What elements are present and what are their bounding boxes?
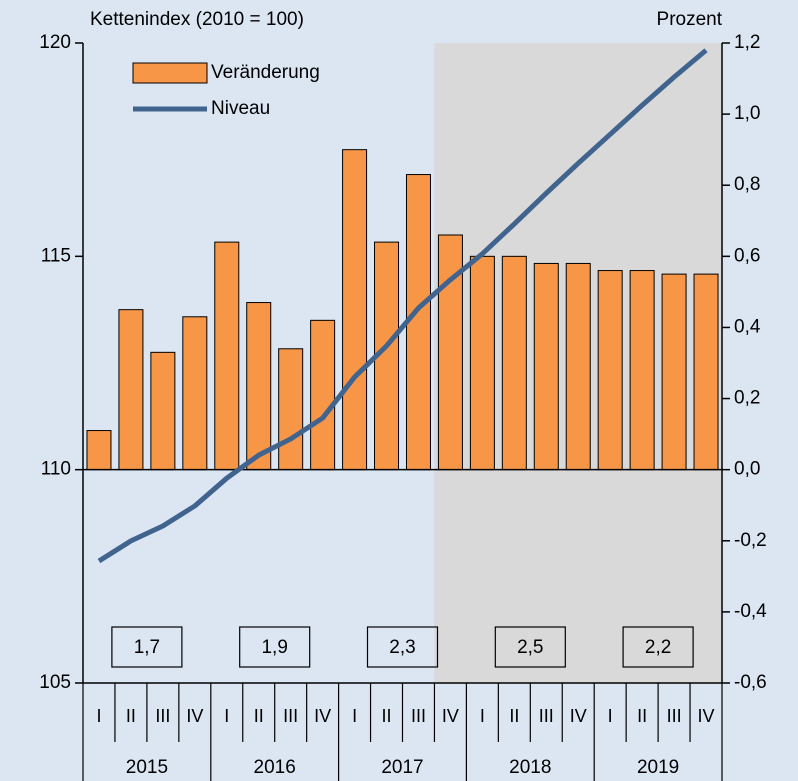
bar [565, 262, 591, 471]
x-tick-label: III [667, 706, 682, 726]
x-tick-label: II [637, 706, 647, 726]
y2-tick-label: 0,2 [734, 388, 760, 409]
bar [693, 273, 719, 471]
x-tick-label: III [411, 706, 426, 726]
bar [597, 270, 623, 471]
bar [246, 302, 272, 471]
annual-label: 2,5 [517, 637, 543, 658]
x-tick-label: IV [314, 706, 331, 726]
x-tick-label: I [608, 706, 613, 726]
x-tick-label: II [254, 706, 264, 726]
y-tick-label: 120 [39, 32, 71, 53]
x-tick-label: IV [698, 706, 715, 726]
bar [661, 273, 687, 471]
line [97, 48, 708, 564]
annual-label: 1,9 [261, 637, 287, 658]
annual-box [494, 626, 566, 668]
bar [150, 351, 176, 471]
y2-axis-label: Prozent [657, 9, 723, 30]
x-tick-label: IV [186, 706, 203, 726]
y2-tick-label: -0,2 [734, 530, 767, 551]
bar [310, 319, 336, 471]
annual-label: 2,3 [389, 637, 415, 658]
y2-tick-label: 1,0 [734, 103, 760, 124]
legend-swatch [132, 62, 208, 84]
bar [437, 234, 463, 471]
x-tick-label: I [224, 706, 229, 726]
x-tick-label: I [96, 706, 101, 726]
x-tick-label: IV [570, 706, 587, 726]
y2-tick-label: 0,8 [734, 174, 760, 195]
annual-label: 1,7 [134, 637, 160, 658]
x-tick-label: II [126, 706, 136, 726]
legend-label: Niveau [211, 98, 270, 119]
bar [629, 270, 655, 471]
year-label: 2015 [126, 757, 168, 778]
year-label: 2019 [637, 757, 679, 778]
y2-tick-label: 0,6 [734, 245, 760, 266]
annual-box [111, 626, 183, 668]
plot-layer: 105 110 115 120 -0,6 -0,4 -0,2 0,0 0,2 0,4 0,6 0,8 1… [39, 32, 767, 781]
bar [501, 255, 527, 471]
bar [278, 348, 304, 471]
x-tick-label: III [539, 706, 554, 726]
bar [214, 241, 240, 471]
bar [405, 174, 431, 471]
y2-tick-label: 1,2 [734, 32, 760, 53]
annual-label: 2,2 [645, 637, 671, 658]
bar [182, 316, 208, 471]
y-tick-label: 115 [41, 245, 71, 266]
x-tick-label: I [480, 706, 485, 726]
x-tick-label: I [352, 706, 357, 726]
x-tick-label: IV [442, 706, 459, 726]
bar [118, 309, 144, 471]
annual-box [239, 626, 311, 668]
bar [469, 255, 495, 471]
x-tick-label: II [382, 706, 392, 726]
bar [533, 262, 559, 471]
legend-label: Veränderung [211, 62, 320, 83]
year-label: 2018 [509, 757, 551, 778]
bar [86, 430, 112, 471]
x-tick-label: III [283, 706, 298, 726]
year-label: 2016 [254, 757, 296, 778]
x-tick-label: II [509, 706, 519, 726]
bar [342, 149, 368, 471]
y-axis-label: Kettenindex (2010 = 100) [90, 9, 304, 30]
y2-tick-label: -0,4 [734, 601, 767, 622]
year-label: 2017 [381, 757, 423, 778]
annual-box [366, 626, 439, 668]
y2-tick-label: 0,0 [734, 459, 760, 480]
annual-box [622, 626, 694, 668]
y-tick-label: 105 [39, 672, 71, 693]
y2-tick-label: -0,6 [734, 672, 767, 693]
y2-tick-label: 0,4 [734, 316, 761, 337]
x-tick-label: III [155, 706, 170, 726]
y-tick-label: 110 [41, 459, 71, 480]
